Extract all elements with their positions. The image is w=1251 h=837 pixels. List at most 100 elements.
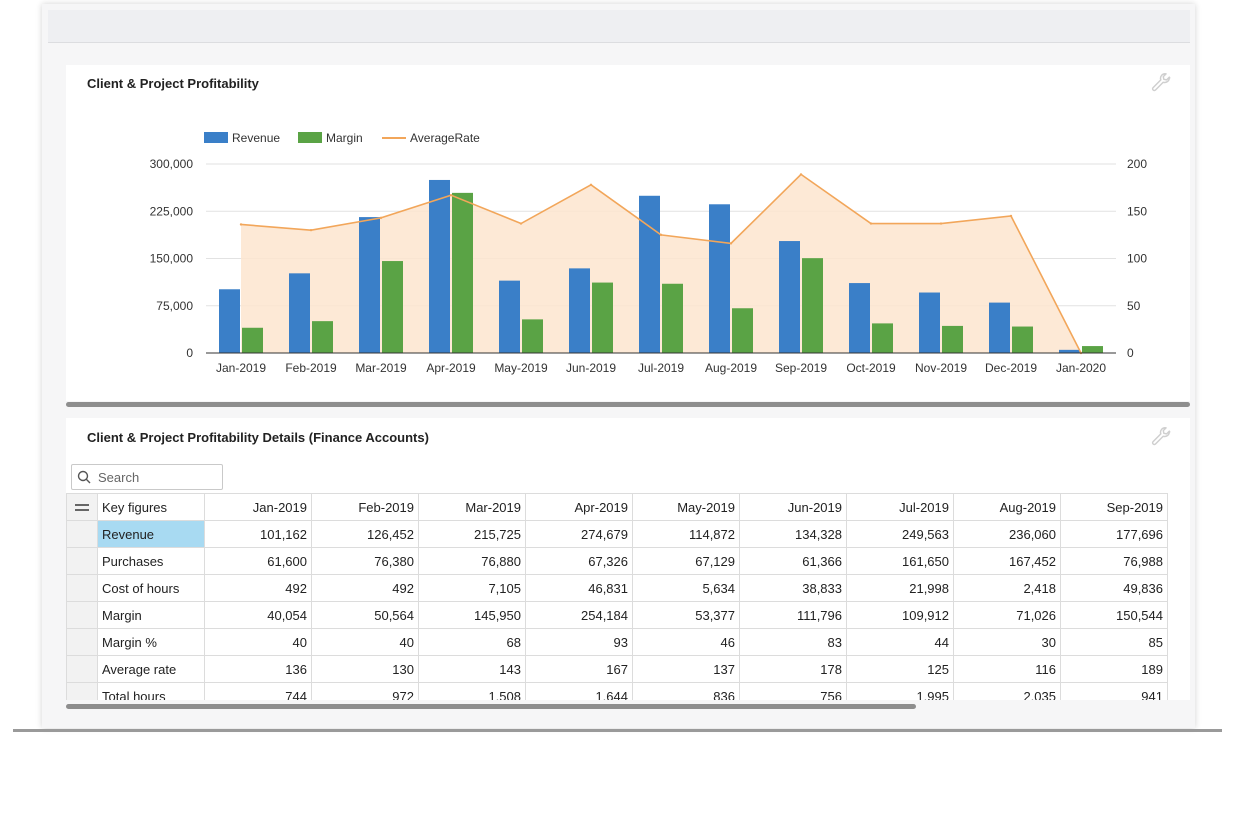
table-cell[interactable]: 2,418 [953, 574, 1061, 602]
table-cell[interactable]: 53,377 [632, 601, 740, 629]
column-header[interactable]: Jun-2019 [739, 493, 847, 521]
table-cell[interactable]: 1,995 [846, 682, 954, 700]
table-cell[interactable]: 145,950 [418, 601, 526, 629]
table-cell[interactable]: 21,998 [846, 574, 954, 602]
table-cell[interactable]: 68 [418, 628, 526, 656]
table-cell[interactable]: 50,564 [311, 601, 419, 629]
table-cell[interactable]: 167,452 [953, 547, 1061, 575]
table-cell[interactable]: 137 [632, 655, 740, 683]
wrench-icon[interactable] [1150, 426, 1172, 448]
table-cell[interactable]: 756 [739, 682, 847, 700]
table-cell[interactable]: 177,696 [1060, 520, 1168, 548]
margin-bar [662, 283, 683, 353]
table-cell[interactable]: 125 [846, 655, 954, 683]
table-cell[interactable]: 44 [846, 628, 954, 656]
table-cell[interactable]: 167 [525, 655, 633, 683]
table-cell[interactable]: 93 [525, 628, 633, 656]
table-cell[interactable]: 274,679 [525, 520, 633, 548]
table-cell[interactable]: 7,105 [418, 574, 526, 602]
table-cell[interactable]: 76,880 [418, 547, 526, 575]
column-header[interactable]: Aug-2019 [953, 493, 1061, 521]
search-input[interactable] [98, 468, 216, 486]
column-header[interactable]: Feb-2019 [311, 493, 419, 521]
table-cell[interactable]: 46,831 [525, 574, 633, 602]
table-cell[interactable]: 492 [204, 574, 312, 602]
table-cell[interactable]: 76,988 [1060, 547, 1168, 575]
table-cell[interactable]: 150,544 [1060, 601, 1168, 629]
table-cell[interactable]: 76,380 [311, 547, 419, 575]
column-header[interactable]: Jan-2019 [204, 493, 312, 521]
table-cell[interactable]: 40,054 [204, 601, 312, 629]
table-cell[interactable]: 67,326 [525, 547, 633, 575]
table-cell[interactable]: 46 [632, 628, 740, 656]
table-cell[interactable]: 109,912 [846, 601, 954, 629]
grid-menu-button[interactable] [66, 493, 98, 521]
table-cell[interactable]: 2,035 [953, 682, 1061, 700]
table-cell[interactable]: 40 [204, 628, 312, 656]
table-scrollbar[interactable] [66, 704, 916, 709]
table-cell[interactable]: 249,563 [846, 520, 954, 548]
table-cell[interactable]: 136 [204, 655, 312, 683]
table-cell[interactable]: 130 [311, 655, 419, 683]
column-header[interactable]: Mar-2019 [418, 493, 526, 521]
row-label[interactable]: Average rate [97, 655, 205, 683]
table-cell[interactable]: 836 [632, 682, 740, 700]
table-cell[interactable]: 941 [1060, 682, 1168, 700]
row-label[interactable]: Cost of hours [97, 574, 205, 602]
table-cell[interactable]: 49,836 [1060, 574, 1168, 602]
table-cell[interactable]: 215,725 [418, 520, 526, 548]
table-cell[interactable]: 143 [418, 655, 526, 683]
row-label[interactable]: Total hours [97, 682, 205, 700]
column-header[interactable]: Apr-2019 [525, 493, 633, 521]
row-label[interactable]: Margin [97, 601, 205, 629]
table-cell[interactable]: 972 [311, 682, 419, 700]
table-row[interactable]: Average rate 136 130 143 167 137 178 125 116 189 [66, 655, 1168, 683]
table-cell[interactable]: 134,328 [739, 520, 847, 548]
table-cell[interactable]: 1,508 [418, 682, 526, 700]
table-row[interactable]: Total hours 744 972 1,508 1,644 836 756 1,995 2,… [66, 682, 1168, 700]
wrench-icon[interactable] [1150, 72, 1172, 94]
chart-scrollbar[interactable] [66, 402, 1190, 407]
table-cell[interactable]: 101,162 [204, 520, 312, 548]
row-label[interactable]: Margin % [97, 628, 205, 656]
row-label[interactable]: Revenue [97, 520, 205, 548]
table-row[interactable]: Revenue 101,162 126,452 215,725 274,679 114,8… [66, 520, 1168, 548]
table-cell[interactable]: 492 [311, 574, 419, 602]
table-cell[interactable]: 5,634 [632, 574, 740, 602]
table-cell[interactable]: 30 [953, 628, 1061, 656]
table-cell[interactable]: 114,872 [632, 520, 740, 548]
table-cell[interactable]: 85 [1060, 628, 1168, 656]
revenue-bar [359, 217, 380, 353]
table-cell[interactable]: 83 [739, 628, 847, 656]
column-header[interactable]: Jul-2019 [846, 493, 954, 521]
table-cell[interactable]: 61,366 [739, 547, 847, 575]
column-header-key-figures[interactable]: Key figures [97, 493, 205, 521]
table-cell[interactable]: 178 [739, 655, 847, 683]
table-cell[interactable]: 189 [1060, 655, 1168, 683]
table-cell[interactable]: 254,184 [525, 601, 633, 629]
table-cell[interactable]: 126,452 [311, 520, 419, 548]
table-cell[interactable]: 67,129 [632, 547, 740, 575]
table-cell[interactable]: 71,026 [953, 601, 1061, 629]
y2-tick-label: 100 [1127, 252, 1147, 266]
table-cell[interactable]: 61,600 [204, 547, 312, 575]
column-header[interactable]: Sep-2019 [1060, 493, 1168, 521]
y-tick-label: 75,000 [156, 299, 193, 313]
revenue-bar [989, 302, 1010, 353]
table-cell[interactable]: 1,644 [525, 682, 633, 700]
table-cell[interactable]: 236,060 [953, 520, 1061, 548]
row-label[interactable]: Purchases [97, 547, 205, 575]
table-cell[interactable]: 111,796 [739, 601, 847, 629]
table-row[interactable]: Margin 40,054 50,564 145,950 254,184 53,377 11… [66, 601, 1168, 629]
table-cell[interactable]: 116 [953, 655, 1061, 683]
table-cell[interactable]: 744 [204, 682, 312, 700]
margin-bar [732, 308, 753, 353]
revenue-bar [849, 283, 870, 353]
table-row[interactable]: Purchases 61,600 76,380 76,880 67,326 67,129 6… [66, 547, 1168, 575]
table-cell[interactable]: 38,833 [739, 574, 847, 602]
table-row[interactable]: Margin % 40 40 68 93 46 83 44 30 85 [66, 628, 1168, 656]
table-cell[interactable]: 161,650 [846, 547, 954, 575]
column-header[interactable]: May-2019 [632, 493, 740, 521]
table-row[interactable]: Cost of hours 492 492 7,105 46,831 5,634 38,83… [66, 574, 1168, 602]
table-cell[interactable]: 40 [311, 628, 419, 656]
